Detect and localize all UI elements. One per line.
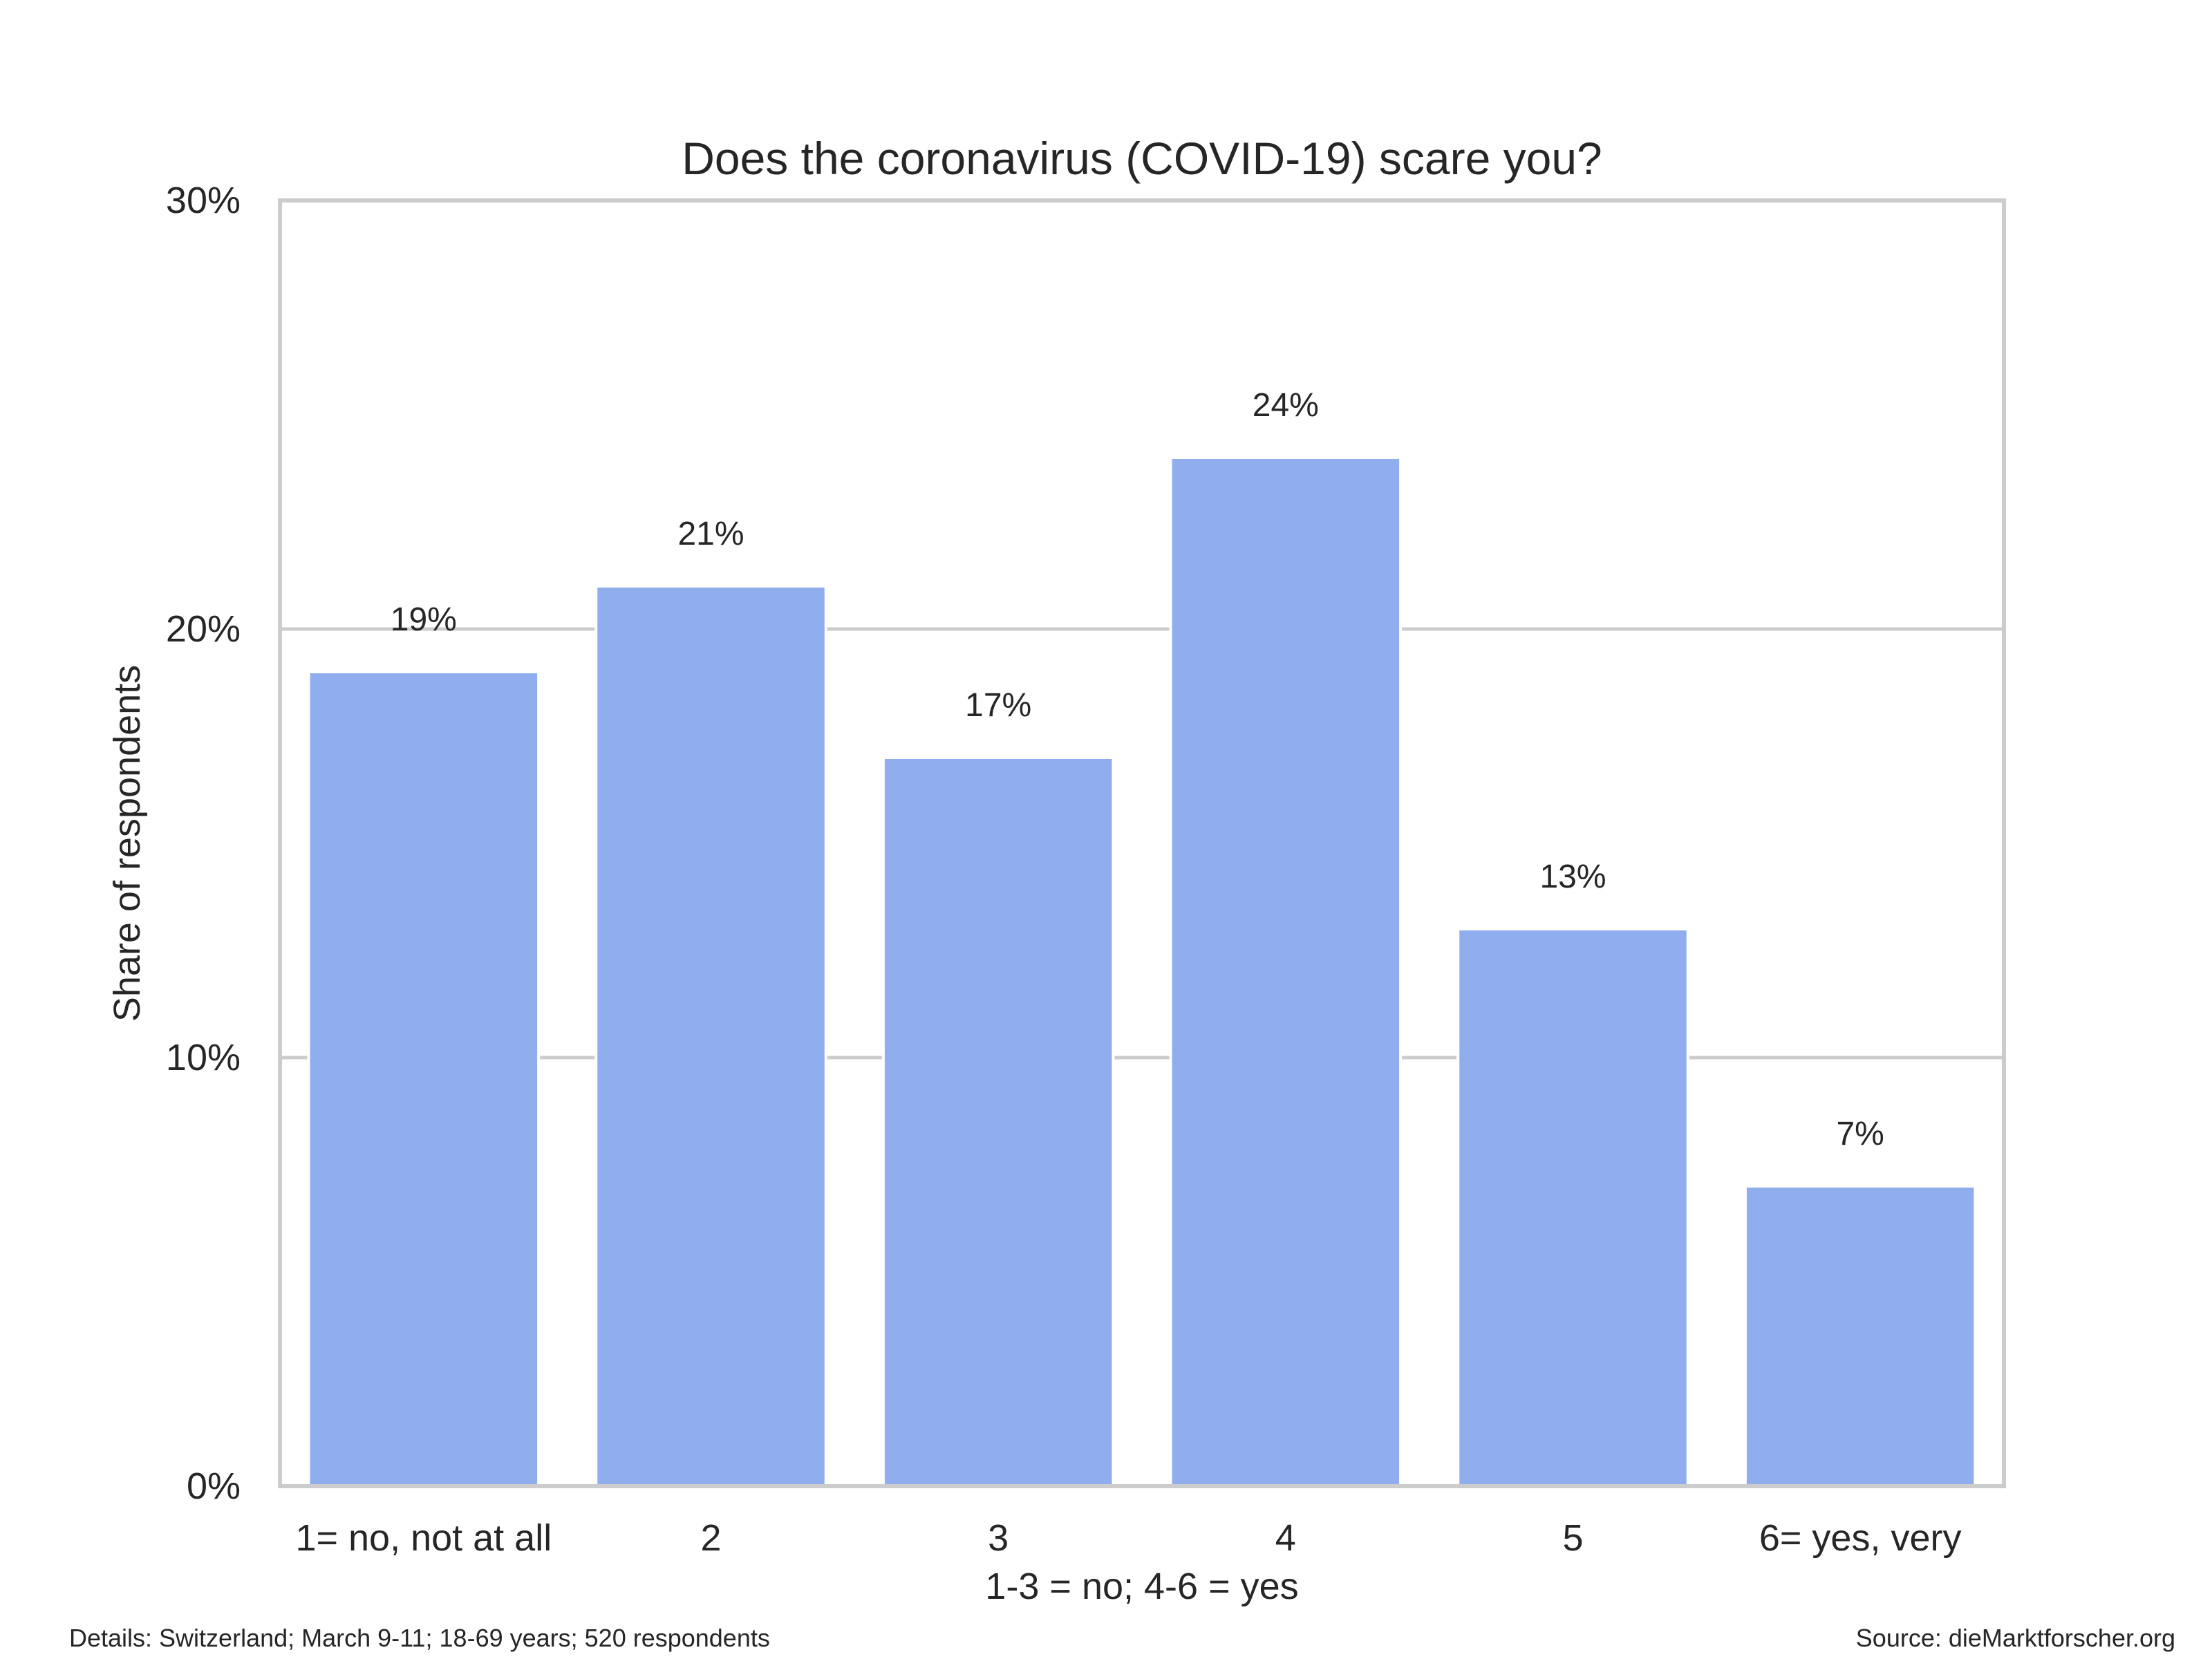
x-tick-label: 3 (988, 1517, 1009, 1559)
x-tick-label: 2 (700, 1517, 721, 1559)
bar (307, 671, 541, 1488)
bars (307, 456, 1977, 1488)
y-axis-label: Share of respondents (106, 665, 148, 1022)
y-tick-label: 10% (166, 1037, 241, 1078)
x-axis-ticks: 1= no, not at all 2 3 4 5 6= yes, very (295, 1517, 1961, 1559)
data-label: 13% (1539, 859, 1606, 895)
details-footnote: Details: Switzerland; March 9-11; 18-69 … (69, 1624, 770, 1652)
y-tick-label: 30% (166, 180, 241, 221)
y-tick-label: 0% (187, 1465, 241, 1507)
plot-frame (278, 198, 2006, 1488)
data-label: 7% (1836, 1116, 1884, 1152)
x-tick-label: 5 (1562, 1517, 1583, 1559)
bar (881, 756, 1115, 1488)
source-footnote: Source: dieMarktforscher.org (1856, 1624, 2175, 1652)
data-label: 17% (965, 687, 1031, 724)
bar (1456, 928, 1689, 1488)
x-tick-label: 6= yes, very (1759, 1517, 1962, 1559)
bar (1169, 456, 1403, 1488)
data-labels: 19% 21% 17% 24% 13% 7% (391, 387, 1884, 1152)
x-tick-label: 4 (1275, 1517, 1296, 1559)
y-tick-label: 20% (166, 608, 241, 650)
gridlines (280, 627, 2004, 1060)
chart-title: Does the coronavirus (COVID-19) scare yo… (682, 133, 1602, 184)
data-label: 24% (1253, 387, 1319, 424)
y-axis-ticks: 0% 10% 20% 30% (166, 180, 241, 1507)
data-label: 19% (391, 601, 457, 638)
x-tick-label: 1= no, not at all (295, 1517, 552, 1559)
bar (594, 585, 827, 1488)
data-label: 21% (677, 516, 744, 552)
bar (1743, 1185, 1977, 1488)
x-axis-label: 1-3 = no; 4-6 = yes (985, 1566, 1298, 1607)
